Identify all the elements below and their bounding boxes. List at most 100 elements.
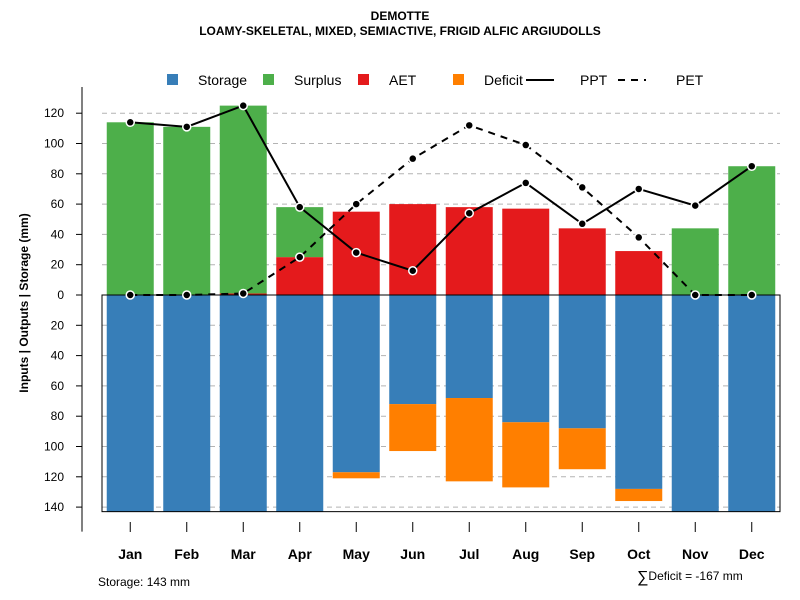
ppt-line	[130, 104, 753, 272]
storage-bar	[728, 295, 776, 512]
y-tick-label: 100	[44, 137, 64, 151]
surplus-bar	[671, 228, 719, 295]
pet-point	[238, 288, 248, 299]
ppt-point	[521, 178, 531, 188]
y-tick-label: 0	[57, 288, 64, 302]
storage-bar	[445, 295, 493, 399]
legend-deficit-swatch	[453, 74, 464, 85]
legend-storage-label: Storage	[198, 72, 247, 88]
y-tick-label: 80	[51, 409, 65, 423]
aet-bar	[445, 207, 493, 295]
y-tick-label: 140	[44, 500, 64, 514]
ppt-point	[464, 208, 474, 218]
ppt-point	[125, 117, 135, 128]
y-tick-label: 60	[51, 197, 65, 211]
legend-deficit-label: Deficit	[484, 72, 523, 88]
ppt-point	[351, 247, 361, 258]
x-tick-label: May	[343, 546, 370, 562]
storage-bar	[106, 295, 154, 512]
pet-point	[295, 252, 305, 262]
deficit-bar	[445, 398, 493, 482]
pet-point	[464, 120, 474, 131]
legend-surplus-swatch	[263, 74, 274, 85]
x-tick-label: Oct	[627, 546, 651, 562]
y-tick-label: 120	[44, 106, 64, 120]
legend-pet-label: PET	[676, 72, 704, 88]
x-tick-label: Jul	[459, 546, 479, 562]
y-tick-label: 20	[51, 318, 65, 332]
deficit-bar	[332, 472, 380, 479]
y-tick-label: 20	[51, 258, 65, 272]
y-tick-label: 40	[51, 349, 65, 363]
deficit-bar	[558, 428, 606, 470]
pet-point	[182, 290, 192, 300]
y-tick-label: 120	[44, 470, 64, 484]
x-tick-label: Apr	[288, 546, 313, 562]
pet-point	[351, 199, 361, 209]
ppt-point	[408, 266, 418, 276]
y-tick-label: 60	[51, 379, 65, 393]
ppt-point	[577, 219, 587, 229]
storage-bar	[276, 295, 324, 512]
gridlines	[102, 112, 780, 508]
storage-bar	[502, 295, 550, 423]
chart-subtitle: LOAMY-SKELETAL, MIXED, SEMIACTIVE, FRIGI…	[199, 24, 601, 38]
ppt-point	[238, 100, 248, 111]
pet-point	[577, 182, 587, 193]
ppt-point	[747, 161, 757, 171]
aet-bar	[615, 251, 663, 295]
x-tick-label: Jun	[400, 546, 425, 562]
x-tick-label: Mar	[231, 546, 256, 562]
surplus-bar	[219, 105, 267, 294]
storage-bar	[671, 295, 719, 512]
aet-bar	[389, 204, 437, 295]
x-tick-label: Aug	[512, 546, 539, 562]
legend-aet-label: AET	[389, 72, 417, 88]
x-tick-label: Nov	[682, 546, 709, 562]
x-tick-label: Dec	[739, 546, 765, 562]
bars	[106, 105, 776, 512]
y-tick-label: 80	[51, 167, 65, 181]
legend-ppt-label: PPT	[580, 72, 608, 88]
deficit-bar	[502, 422, 550, 488]
surplus-bar	[106, 122, 154, 295]
ppt-point	[634, 184, 644, 194]
surplus-bar	[276, 207, 324, 258]
storage-bar	[163, 295, 211, 512]
sigma-symbol: ∑	[637, 569, 649, 586]
deficit-note: ∑Deficit = -167 mm	[637, 569, 743, 587]
chart-title: DEMOTTE	[370, 9, 430, 23]
storage-bar	[389, 295, 437, 405]
pet-point	[634, 232, 644, 243]
legend-storage-swatch	[167, 74, 178, 85]
surplus-bar	[163, 126, 211, 296]
surplus-bar	[728, 166, 776, 295]
deficit-bar	[615, 488, 663, 502]
storage-bar	[615, 295, 663, 489]
storage-bar	[332, 295, 380, 473]
deficit-bar	[389, 404, 437, 452]
aet-bar	[276, 257, 324, 295]
axes: 120 100 80 60 40 20 0 20 40 60 80 100 120 140 Jan Feb Ma…	[44, 87, 781, 562]
legend: Storage Surplus AET Deficit PPT PET	[167, 72, 704, 88]
pet-point	[408, 153, 418, 164]
lines	[125, 100, 757, 300]
pet-point	[125, 290, 135, 300]
pet-point	[747, 290, 757, 300]
x-tick-label: Jan	[118, 546, 142, 562]
deficit-note-text: Deficit = -167 mm	[648, 569, 743, 583]
aet-bar	[558, 228, 606, 295]
x-tick-label: Sep	[569, 546, 595, 562]
storage-note: Storage: 143 mm	[98, 575, 191, 589]
storage-bar	[219, 295, 267, 512]
y-tick-label: 40	[51, 227, 65, 241]
pet-point	[690, 290, 700, 300]
pet-line	[130, 124, 752, 296]
legend-aet-swatch	[358, 74, 369, 85]
aet-bar	[502, 208, 550, 295]
ppt-point	[182, 122, 192, 132]
x-tick-label: Feb	[174, 546, 199, 562]
pet-point	[521, 140, 531, 150]
storage-bar	[558, 295, 606, 429]
